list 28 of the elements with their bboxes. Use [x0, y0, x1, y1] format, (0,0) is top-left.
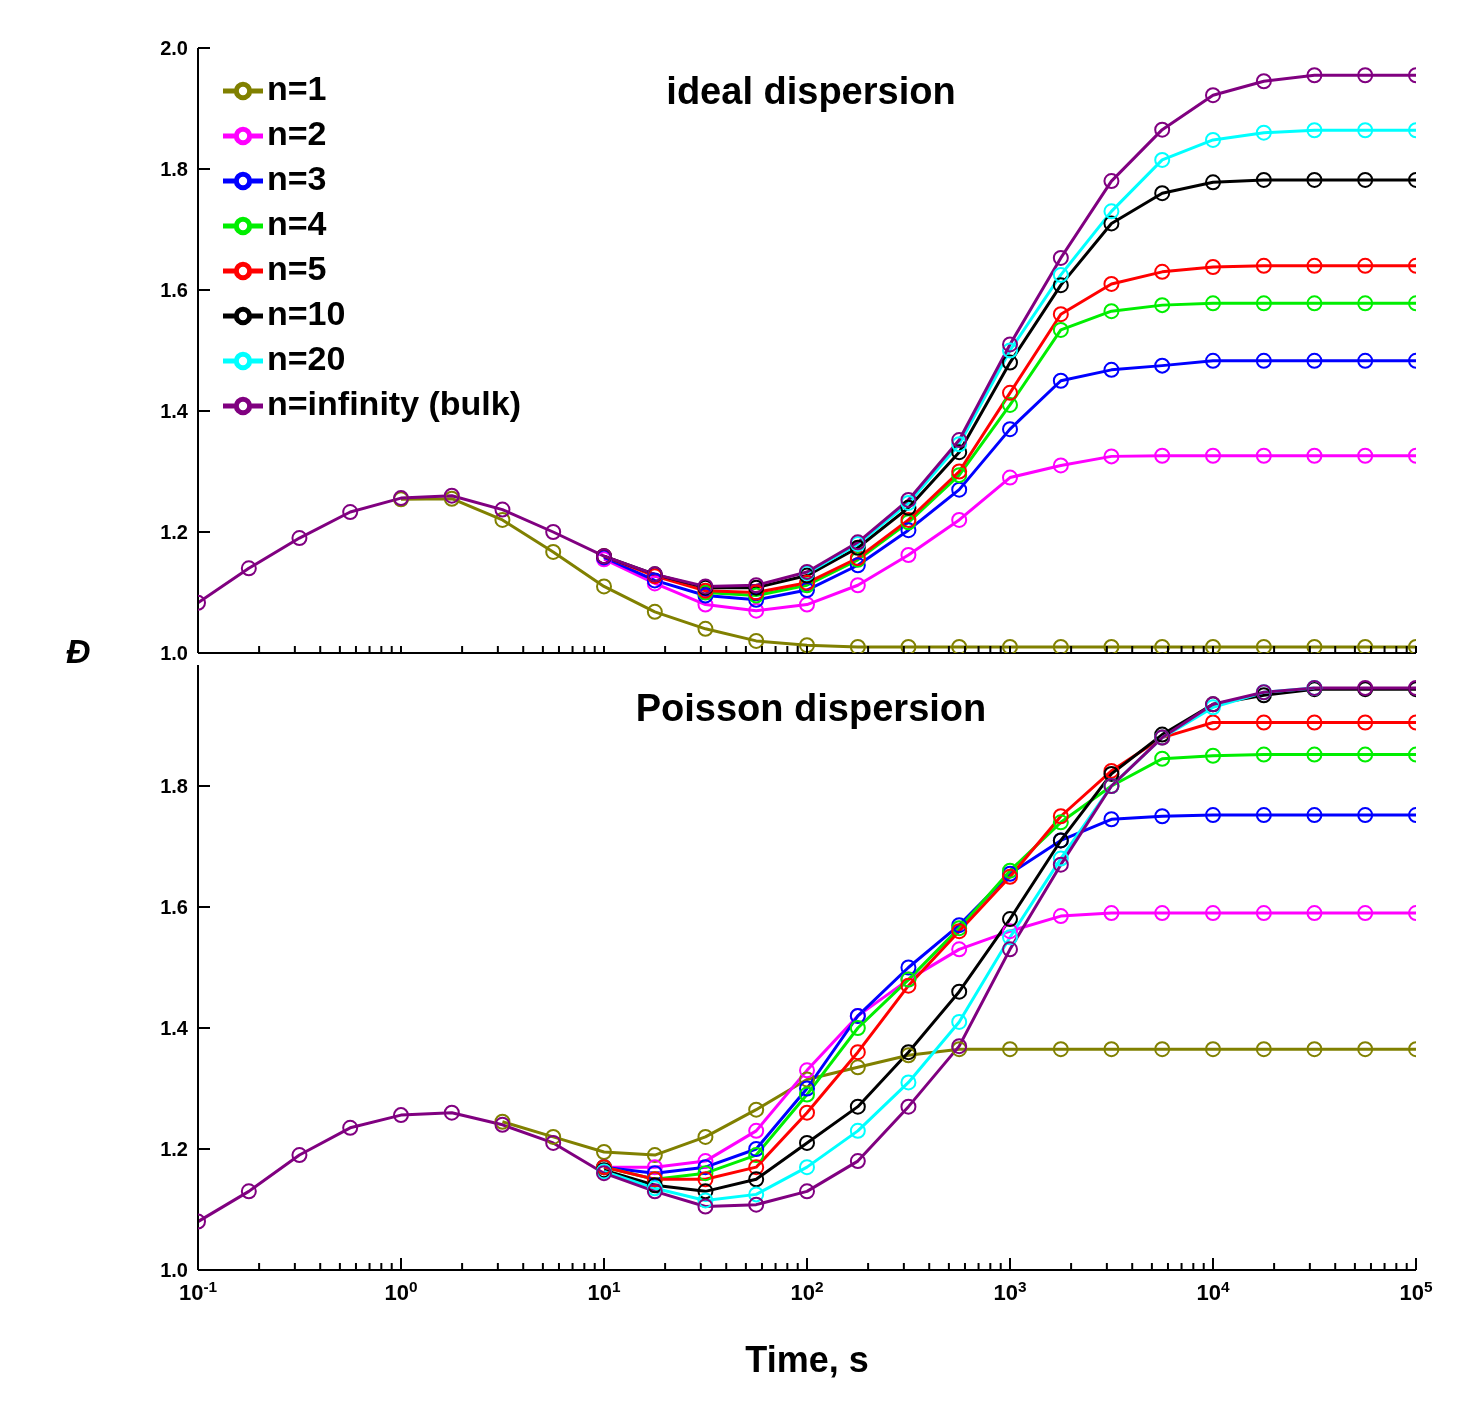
legend-label: n=10: [267, 294, 346, 333]
x-tick-label: 10$^{2}$: [790, 1277, 824, 1305]
legend-label: n=2: [267, 114, 327, 153]
y-tick-label: 1.6: [160, 279, 188, 301]
x-tick-label: 10$^{1}$: [587, 1277, 621, 1305]
legend-label: n=4: [267, 204, 327, 243]
legend-label: n=infinity (bulk): [267, 384, 522, 423]
x-tick-label: 10$^{3}$: [993, 1277, 1027, 1305]
legend-label: n=20: [267, 339, 346, 378]
y-tick-label: 1.8: [160, 775, 188, 797]
legend-label: n=5: [267, 249, 327, 288]
y-tick-label: 1.4: [160, 1017, 189, 1039]
y-tick-label: 1.4: [160, 400, 189, 422]
legend-label: n=1: [267, 69, 327, 107]
x-tick-label: 10$^{5}$: [1399, 1277, 1433, 1305]
x-tick-label: 10$^{0}$: [384, 1277, 418, 1305]
y-axis-title: Đ: [66, 632, 91, 670]
y-tick-label: 1.8: [160, 158, 188, 180]
y-tick-label: 1.6: [160, 896, 188, 918]
legend-label: n=3: [267, 159, 327, 198]
y-tick-label: 1.2: [160, 521, 188, 543]
y-tick-label: 2.0: [160, 37, 188, 59]
y-tick-label: 1.0: [160, 642, 188, 664]
text: Poisson dispersion: [634, 687, 988, 730]
text: ideal dispersion: [666, 70, 956, 112]
x-axis-title: Time, s: [745, 1339, 869, 1380]
x-tick-label: 10$^{4}$: [1196, 1277, 1230, 1305]
y-tick-label: 1.2: [160, 1138, 188, 1160]
